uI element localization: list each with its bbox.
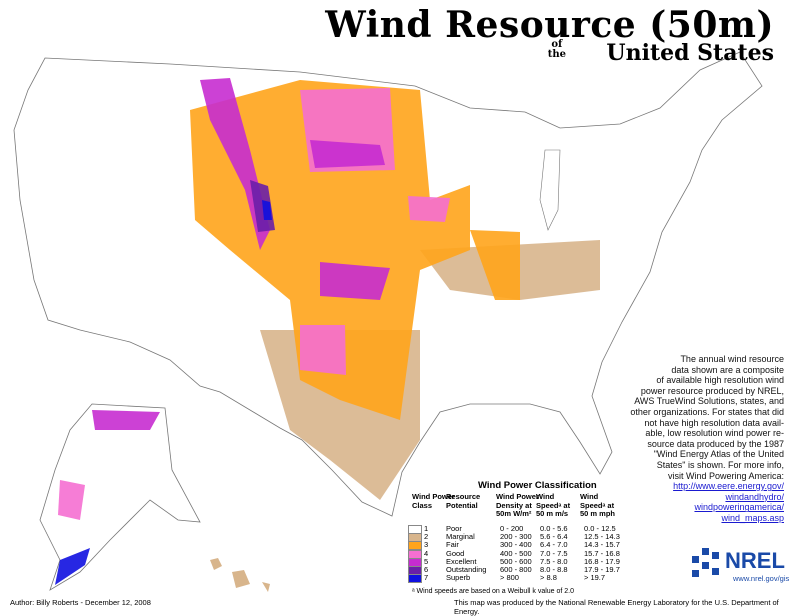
title: Wind Resource (50m)	[325, 4, 774, 46]
legend-density: 200 - 300	[500, 532, 532, 542]
column-header: Wind Speedᵃ at 50 m mph	[580, 492, 616, 519]
description-line: visit Wind Powering America:	[667, 470, 784, 481]
logo-url[interactable]: www.nrel.gov/gis	[733, 574, 790, 583]
description-line: data shown are a composite	[671, 364, 784, 375]
legend-ms: 7.0 - 7.5	[540, 548, 568, 558]
superb-region	[262, 200, 272, 220]
legend-class: 1	[424, 524, 429, 533]
legend-class: 5	[424, 556, 429, 566]
legend-mph: 14.3 - 15.7	[584, 540, 620, 550]
legend-ms: > 8.8	[540, 573, 557, 583]
lake	[539, 149, 561, 231]
description-line: source data produced by the 1987	[647, 438, 784, 449]
description-line: power resource produced by NREL,	[640, 385, 784, 396]
legend-ms: 8.0 - 8.8	[540, 565, 568, 574]
description-line: "Wind Energy Atlas of the United	[653, 449, 784, 460]
legend-potential: Superb	[446, 573, 471, 583]
logo-tile	[692, 556, 699, 563]
link[interactable]: windpoweringamerica/	[694, 502, 784, 513]
legend-class: 4	[424, 548, 429, 558]
description-line: other organizations. For states that did	[630, 406, 784, 417]
description: The annual wind resource data shown are a…	[584, 354, 784, 524]
fair-region	[190, 80, 470, 420]
excellent-region	[310, 140, 385, 168]
description-line: The annual wind resource	[680, 354, 784, 364]
logo-tile	[692, 570, 699, 577]
legend-swatch	[408, 574, 422, 584]
the: the	[547, 49, 566, 60]
superb-region	[55, 548, 90, 585]
description-line: AWS TrueWind Solutions, states, and	[634, 396, 784, 407]
excellent-region	[92, 410, 160, 430]
legend-mph: 12.5 - 14.3	[584, 532, 620, 542]
link[interactable]: wind_maps.asp	[721, 512, 784, 523]
column-header: Resource Potential	[446, 492, 481, 510]
legend-ms: 0.0 - 5.6	[540, 524, 568, 533]
description-line: States" is shown. For more info,	[656, 459, 784, 470]
description-line: of available high resolution wind	[656, 375, 784, 386]
legend-class: 3	[424, 540, 429, 550]
legend-class: 6	[424, 565, 429, 574]
legend-density: 400 - 500	[500, 548, 532, 558]
footnote: ᵃ Wind speeds are based on a Weibull k v…	[412, 588, 575, 595]
fair-region	[470, 230, 520, 300]
excellent-region	[320, 262, 390, 300]
legend-class: 2	[424, 532, 429, 542]
of-the: of the	[548, 40, 566, 60]
of: of	[551, 39, 563, 50]
logo-tile	[702, 548, 709, 555]
legend-potential: Fair	[446, 540, 459, 550]
legend-mph: > 19.7	[584, 573, 606, 583]
logo-tile	[702, 562, 709, 569]
logo-name: NREL	[725, 548, 785, 573]
column-header: Wind Speedᵃ at 50 m m/s	[536, 492, 571, 519]
legend-density: 500 - 600	[500, 556, 532, 566]
legend-mph: 15.7 - 16.8	[584, 548, 620, 558]
nrel-logo-mark	[692, 548, 719, 577]
legend-density: 300 - 400	[500, 540, 532, 550]
subtitle: United States	[606, 40, 774, 66]
alaska-regions	[55, 410, 160, 585]
logo-tile	[712, 552, 719, 559]
column-header: Wind Power Class	[412, 492, 455, 510]
legend-potential: Marginal	[446, 532, 475, 542]
legend-ms: 6.4 - 7.0	[540, 540, 568, 550]
legend-potential: Poor	[446, 524, 462, 533]
link[interactable]: windandhydro/	[725, 491, 784, 502]
good-region	[300, 325, 346, 375]
good-region	[408, 196, 450, 222]
legend-title: Wind Power Classification	[478, 480, 597, 491]
legend-ms: 5.6 - 6.4	[540, 532, 568, 542]
legend-density: 0 - 200	[500, 524, 524, 533]
legend-class: 7	[424, 573, 429, 583]
legend-mph: 0.0 - 12.5	[584, 524, 616, 533]
legend-density: 600 - 800	[500, 565, 532, 574]
legend-density: > 800	[500, 573, 519, 583]
legend-ms: 7.5 - 8.0	[540, 556, 568, 566]
author: Author: Billy Roberts - December 12, 200…	[10, 598, 151, 607]
logo-tile	[712, 568, 719, 575]
credit: This map was produced by the National Re…	[454, 598, 779, 616]
wind-regions	[190, 78, 600, 500]
good-region	[58, 480, 85, 520]
column-header: Wind Power Density at 50m W/m²	[496, 492, 539, 519]
legend-potential: Outstanding	[446, 565, 487, 574]
legend-potential: Good	[446, 548, 465, 558]
legend-mph: 16.8 - 17.9	[584, 556, 620, 566]
legend-mph: 17.9 - 19.7	[584, 565, 620, 574]
alaska-outline	[39, 403, 201, 591]
description-line: able, low resolution wind power re-	[645, 428, 784, 439]
hawaii	[210, 558, 270, 592]
excellent-region	[200, 78, 270, 250]
legend-potential: Excellent	[446, 556, 477, 566]
description-line: not have high resolution data avail-	[644, 417, 784, 428]
link[interactable]: http://www.eere.energy.gov/	[673, 481, 784, 492]
